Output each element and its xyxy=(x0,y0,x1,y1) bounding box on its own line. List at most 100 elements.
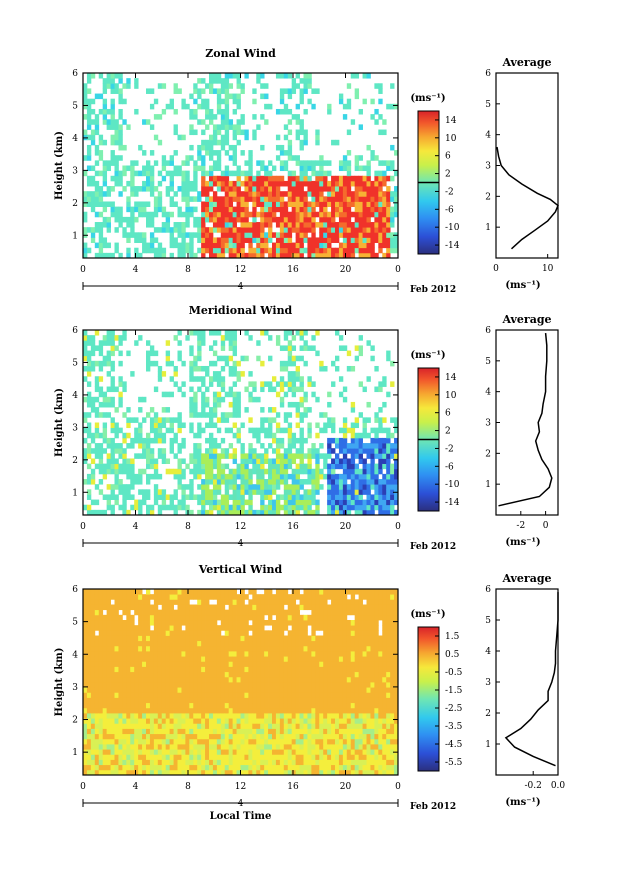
heatmap-cell xyxy=(173,749,178,755)
heatmap-cell xyxy=(197,468,202,475)
heatmap-cell xyxy=(279,594,285,600)
heatmap-cell xyxy=(110,365,115,372)
heatmap-cell xyxy=(142,718,147,724)
heatmap-cell xyxy=(118,645,123,652)
heatmap-cell xyxy=(181,175,186,182)
heatmap-cell xyxy=(283,201,289,208)
heatmap-cell xyxy=(224,509,230,516)
heatmap-cell xyxy=(362,448,367,454)
heatmap-cell xyxy=(212,676,218,683)
heatmap-cell xyxy=(212,733,218,740)
heatmap-cell xyxy=(201,206,206,213)
heatmap-cell xyxy=(228,484,234,490)
heatmap-cell xyxy=(295,73,300,79)
heatmap-cell xyxy=(118,443,123,449)
heatmap-cell xyxy=(197,599,202,605)
heatmap-cell xyxy=(390,242,395,249)
heatmap-cell xyxy=(94,407,100,413)
heatmap-cell xyxy=(161,713,167,719)
heatmap-cell xyxy=(378,479,383,485)
heatmap-cell xyxy=(185,651,190,657)
heatmap-cell xyxy=(86,463,92,470)
heatmap-cell xyxy=(185,687,190,693)
heatmap-cell xyxy=(142,666,147,673)
heatmap-cell xyxy=(86,744,92,750)
heatmap-cell xyxy=(173,702,178,709)
heatmap-cell xyxy=(134,707,139,714)
heatmap-cell xyxy=(201,692,206,698)
heatmap-cell xyxy=(126,509,131,516)
heatmap-cell xyxy=(327,509,332,516)
heatmap-cell xyxy=(185,697,190,704)
heatmap-cell xyxy=(138,499,143,506)
heatmap-cell xyxy=(236,119,241,125)
heatmap-cell xyxy=(146,759,151,766)
heatmap-cell xyxy=(307,432,312,439)
heatmap-cell xyxy=(165,609,171,616)
heatmap-cell xyxy=(126,713,131,719)
heatmap-cell xyxy=(287,129,293,136)
heatmap-cell xyxy=(256,232,261,238)
heatmap-cell xyxy=(362,216,367,223)
heatmap-cell xyxy=(244,386,249,393)
heatmap-cell xyxy=(110,594,115,600)
heatmap-cell xyxy=(370,479,375,485)
heatmap-cell xyxy=(114,738,119,745)
heatmap-cell xyxy=(201,682,206,688)
heatmap-cell xyxy=(382,201,387,208)
heatmap-cell xyxy=(338,335,344,341)
heatmap-cell xyxy=(303,78,308,84)
heatmap-cell xyxy=(205,609,210,616)
heatmap-cell xyxy=(256,635,261,642)
heatmap-cell xyxy=(102,769,108,776)
heatmap-cell xyxy=(212,640,218,647)
heatmap-cell xyxy=(157,645,163,652)
heatmap-cell xyxy=(169,376,174,382)
heatmap-cell xyxy=(350,489,356,495)
heatmap-cell xyxy=(260,144,265,151)
heatmap-cell xyxy=(83,640,88,647)
heatmap-cell xyxy=(338,443,344,449)
heatmap-cell xyxy=(283,211,289,218)
heatmap-cell xyxy=(185,692,190,698)
heatmap-cell xyxy=(272,463,277,470)
heatmap-cell xyxy=(260,443,265,449)
heatmap-cell xyxy=(201,119,206,125)
heatmap-cell xyxy=(149,594,155,600)
heatmap-cell xyxy=(382,499,387,506)
heatmap-cell xyxy=(331,139,336,146)
heatmap-cell xyxy=(126,692,131,698)
heatmap-cell xyxy=(83,625,88,631)
heatmap-cell xyxy=(287,211,293,218)
heatmap-cell xyxy=(142,448,147,454)
heatmap-cell xyxy=(98,108,104,115)
heatmap-cell xyxy=(244,645,249,652)
heatmap-cell xyxy=(149,620,155,626)
heatmap-cell xyxy=(248,484,253,490)
heatmap-cell xyxy=(106,124,111,130)
heatmap-cell xyxy=(90,432,96,439)
heatmap-cell xyxy=(157,749,163,755)
heatmap-cell xyxy=(201,749,206,755)
heatmap-cell xyxy=(264,427,269,434)
heatmap-cell xyxy=(224,360,230,367)
heatmap-cell xyxy=(240,227,245,233)
heatmap-cell xyxy=(102,645,108,652)
heatmap-cell xyxy=(386,206,391,213)
heatmap-cell xyxy=(228,630,234,636)
heatmap-cell xyxy=(130,744,135,750)
heatmap-cell xyxy=(126,671,131,678)
heatmap-cell xyxy=(264,640,269,647)
heatmap-cell xyxy=(295,114,300,120)
heatmap-cell xyxy=(307,345,312,351)
heatmap-cell xyxy=(240,764,245,771)
heatmap-cell xyxy=(122,713,127,719)
heatmap-cell xyxy=(303,206,308,213)
heatmap-cell xyxy=(209,78,214,84)
heatmap-cell xyxy=(86,88,92,94)
heatmap-cell xyxy=(90,458,96,465)
heatmap-cell xyxy=(126,165,131,172)
heatmap-cell xyxy=(114,129,119,136)
heatmap-cell xyxy=(205,479,210,485)
heatmap-cell xyxy=(118,676,123,683)
